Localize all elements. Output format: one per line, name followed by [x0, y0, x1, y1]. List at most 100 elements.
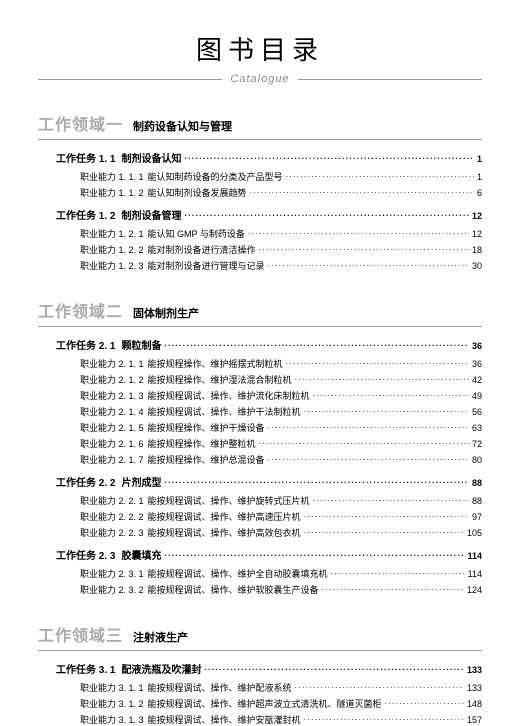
- page-number: 42: [472, 375, 482, 385]
- page-number: 97: [472, 512, 482, 522]
- leader-dots: ········································…: [204, 665, 464, 674]
- page-number: 114: [467, 551, 482, 561]
- section-title: 注射液生产: [133, 629, 188, 645]
- page-number: 12: [472, 211, 482, 221]
- leader-dots: ········································…: [248, 229, 469, 238]
- leader-dots: ········································…: [259, 439, 469, 448]
- task-label: 工作任务 2. 3: [56, 547, 115, 562]
- item-label: 职业能力 1. 1. 1: [80, 170, 144, 183]
- task-title: 颗粒制备: [121, 337, 161, 352]
- section-label: 工作领域三: [38, 622, 123, 646]
- task-label: 工作任务 1. 1: [56, 150, 115, 165]
- table-of-contents: 工作领域一制药设备认知与管理工作任务 1. 1制剂设备认知···········…: [38, 111, 482, 726]
- item-row: 职业能力 1. 2. 1能认知 GMP 与制药设备···············…: [80, 227, 482, 240]
- item-title: 能认知制剂设备发展趋势: [148, 186, 247, 199]
- page-number: 63: [472, 423, 482, 433]
- leader-dots: ········································…: [259, 245, 469, 254]
- item-row: 职业能力 2. 2. 1 能按规程调试、操作、维护旋转式压片机··········…: [80, 494, 482, 507]
- item-label: 职业能力 1. 2. 1: [80, 227, 144, 240]
- item-title: 能按规程操作、维护整粒机: [148, 437, 256, 450]
- subtitle: Catalogue: [230, 73, 289, 85]
- item-title: 能按规程调试、操作、维护全自动胶囊填充机: [148, 567, 328, 580]
- leader-dots: ········································…: [268, 423, 469, 432]
- section-header: 工作领域三注射液生产: [38, 622, 482, 651]
- page-number: 56: [472, 407, 482, 417]
- item-row: 职业能力 1. 2. 2能对制剂设备进行清洁操作················…: [80, 243, 482, 256]
- item-title: 能按规程调试、操作、维护旋转式压片机: [148, 494, 310, 507]
- item-row: 职业能力 1. 1. 1 能认知制药设备的分类及产品型号·············…: [80, 170, 482, 183]
- page-number: 88: [472, 496, 482, 506]
- item-row: 职业能力 1. 1. 2能认知制剂设备发展趋势·················…: [80, 186, 482, 199]
- section-header: 工作领域二固体制剂生产: [38, 298, 482, 327]
- section-title: 固体制剂生产: [133, 305, 199, 321]
- item-label: 职业能力 2. 1. 2: [80, 373, 144, 386]
- leader-dots: ········································…: [322, 585, 464, 594]
- leader-dots: ········································…: [313, 391, 469, 400]
- page-number: 18: [472, 245, 482, 255]
- item-label: 职业能力 2. 2. 1: [80, 494, 144, 507]
- item-title: 能按规程调试、操作、维护流化床制粒机: [148, 389, 310, 402]
- task-row: 工作任务 1. 1制剂设备认知·························…: [56, 150, 482, 165]
- leader-dots: ········································…: [268, 261, 469, 270]
- item-row: 职业能力 3. 1. 1能按规程调试、操作、维护配液系统············…: [80, 681, 482, 694]
- item-title: 能按规程操作、维护干燥设备: [148, 421, 265, 434]
- task-row: 工作任务 2. 2片剂成型···························…: [56, 474, 482, 489]
- divider-line-right: [298, 79, 482, 80]
- item-row: 职业能力 3. 1. 3能按规程调试、操作、维护安瓿灌封机···········…: [80, 713, 482, 726]
- item-title: 能按规程调试、操作、维护配液系统: [148, 681, 292, 694]
- page-number: 1: [477, 172, 482, 182]
- item-label: 职业能力 1. 2. 3: [80, 259, 144, 272]
- item-row: 职业能力 2. 3. 1 能按规程调试、操作、维护全自动胶囊填充机········…: [80, 567, 482, 580]
- page-number: 1: [477, 154, 482, 164]
- item-row: 职业能力 2. 1. 5 能按规程操作、维护干燥设备···············…: [80, 421, 482, 434]
- item-label: 职业能力 2. 1. 4: [80, 405, 144, 418]
- item-label: 职业能力 1. 2. 2: [80, 243, 144, 256]
- page-header: 图书目录 Catalogue: [38, 30, 482, 85]
- page-number: 105: [467, 528, 482, 538]
- item-label: 职业能力 2. 1. 5: [80, 421, 144, 434]
- task-label: 工作任务 2. 2: [56, 474, 115, 489]
- item-title: 能对制剂设备进行管理与记录: [148, 259, 265, 272]
- item-label: 职业能力 2. 3. 2: [80, 583, 144, 596]
- page-number: 72: [472, 439, 482, 449]
- item-label: 职业能力 2. 1. 3: [80, 389, 144, 402]
- page-number: 80: [472, 455, 482, 465]
- title-divider: Catalogue: [38, 73, 482, 85]
- item-label: 职业能力 2. 3. 1: [80, 567, 144, 580]
- item-title: 能按规程调试、操作、维护超声波立式清洗机、隧道灭菌柜: [148, 697, 382, 710]
- item-label: 职业能力 3. 1. 2: [80, 697, 144, 710]
- item-title: 能按规程调试、操作、维护高速压片机: [148, 510, 301, 523]
- item-title: 能按规程调试、操作、维护安瓿灌封机: [148, 713, 301, 726]
- leader-dots: ········································…: [304, 528, 464, 537]
- item-row: 职业能力 1. 2. 3 能对制剂设备进行管理与记录···············…: [80, 259, 482, 272]
- task-label: 工作任务 1. 2: [56, 207, 115, 222]
- item-label: 职业能力 3. 1. 1: [80, 681, 144, 694]
- leader-dots: ········································…: [286, 172, 474, 181]
- leader-dots: ········································…: [304, 715, 464, 724]
- item-title: 能认知制药设备的分类及产品型号: [148, 170, 283, 183]
- main-title: 图书目录: [38, 30, 482, 67]
- section-label: 工作领域一: [38, 111, 123, 135]
- leader-dots: ········································…: [295, 375, 469, 384]
- item-label: 职业能力 2. 2. 2: [80, 510, 144, 523]
- leader-dots: ········································…: [331, 569, 465, 578]
- page-number: 6: [477, 188, 482, 198]
- item-label: 职业能力 2. 2. 3: [80, 526, 144, 539]
- item-row: 职业能力 3. 1. 2 能按规程调试、操作、维护超声波立式清洗机、隧道灭菌柜··…: [80, 697, 482, 710]
- leader-dots: ········································…: [385, 699, 464, 708]
- item-title: 能按规程调试、操作、维护软胶囊生产设备: [148, 583, 319, 596]
- item-label: 职业能力 2. 1. 7: [80, 453, 144, 466]
- page-number: 36: [472, 359, 482, 369]
- item-row: 职业能力 2. 2. 2能按规程调试、操作、维护高速压片机···········…: [80, 510, 482, 523]
- item-row: 职业能力 2. 1. 7能按规程操作、维护总混设备···············…: [80, 453, 482, 466]
- page-number: 133: [467, 665, 482, 675]
- item-title: 能按规程操作、维护摇摆式制粒机: [148, 357, 283, 370]
- task-row: 工作任务 2. 3胶囊填充···························…: [56, 547, 482, 562]
- page-number: 157: [467, 715, 482, 725]
- section-label: 工作领域二: [38, 298, 123, 322]
- item-title: 能按规程操作、维护总混设备: [148, 453, 265, 466]
- task-row: 工作任务 1. 2制剂设备管理·························…: [56, 207, 482, 222]
- page-number: 36: [472, 341, 482, 351]
- item-row: 职业能力 2. 2. 3能按规程调试、操作、维护高效包衣机···········…: [80, 526, 482, 539]
- leader-dots: ········································…: [313, 496, 469, 505]
